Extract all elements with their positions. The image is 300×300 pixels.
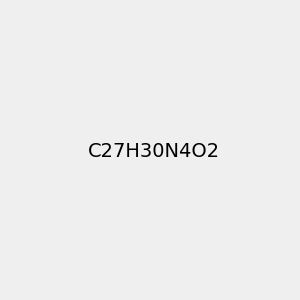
Text: C27H30N4O2: C27H30N4O2 bbox=[88, 142, 220, 161]
